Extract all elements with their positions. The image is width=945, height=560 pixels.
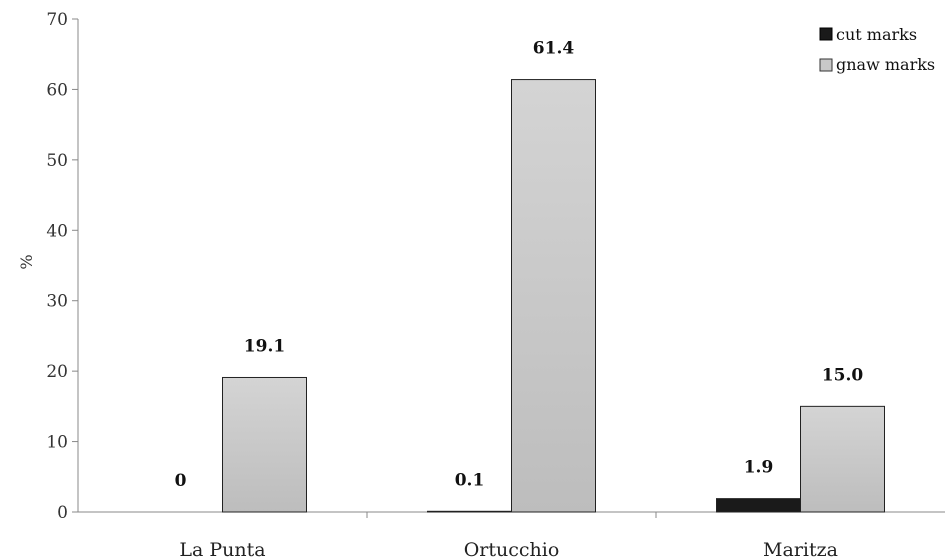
legend-swatch-gnaw-marks <box>819 58 833 72</box>
y-tick-label: 50 <box>46 151 68 171</box>
y-tick-label: 0 <box>57 503 68 523</box>
x-tick-label: Maritza <box>763 539 838 560</box>
bars <box>222 79 885 513</box>
x-tick-label: La Punta <box>179 539 265 560</box>
data-label: 1.9 <box>744 458 774 478</box>
y-tick-label: 20 <box>46 362 68 382</box>
y-axis-title: % <box>17 254 36 269</box>
legend-label-cut-marks: cut marks <box>836 25 917 44</box>
legend-label-gnaw-marks: gnaw marks <box>836 55 935 74</box>
data-label: 0.1 <box>455 470 485 490</box>
data-label: 61.4 <box>533 39 575 59</box>
data-label: 0 <box>175 471 187 491</box>
legend-swatch-cut-marks <box>819 27 833 41</box>
y-tick-label: 70 <box>46 10 68 30</box>
bar-cut-marks-ortucchio <box>427 510 512 513</box>
data-label: 19.1 <box>244 336 285 356</box>
bar-gnaw-marks-la-punta <box>222 376 307 513</box>
data-labels: 0 19.1 0.1 61.4 1.9 15.0 <box>175 39 864 491</box>
x-tick-label: Ortucchio <box>464 539 560 560</box>
data-label: 15.0 <box>822 365 864 385</box>
bar-cut-marks-maritza <box>716 498 801 513</box>
y-tick-label: 40 <box>46 221 68 241</box>
y-tick-label: 60 <box>46 80 68 100</box>
y-tick-label: 30 <box>46 292 68 312</box>
bar-gnaw-marks-maritza <box>800 405 885 513</box>
axes: 0 10 20 30 40 50 60 70 La Punta Ortucchio Maritza <box>46 10 945 560</box>
bar-gnaw-marks-ortucchio <box>511 79 596 513</box>
legend: cut marks gnaw marks <box>819 25 935 74</box>
y-tick-label: 10 <box>46 433 68 453</box>
